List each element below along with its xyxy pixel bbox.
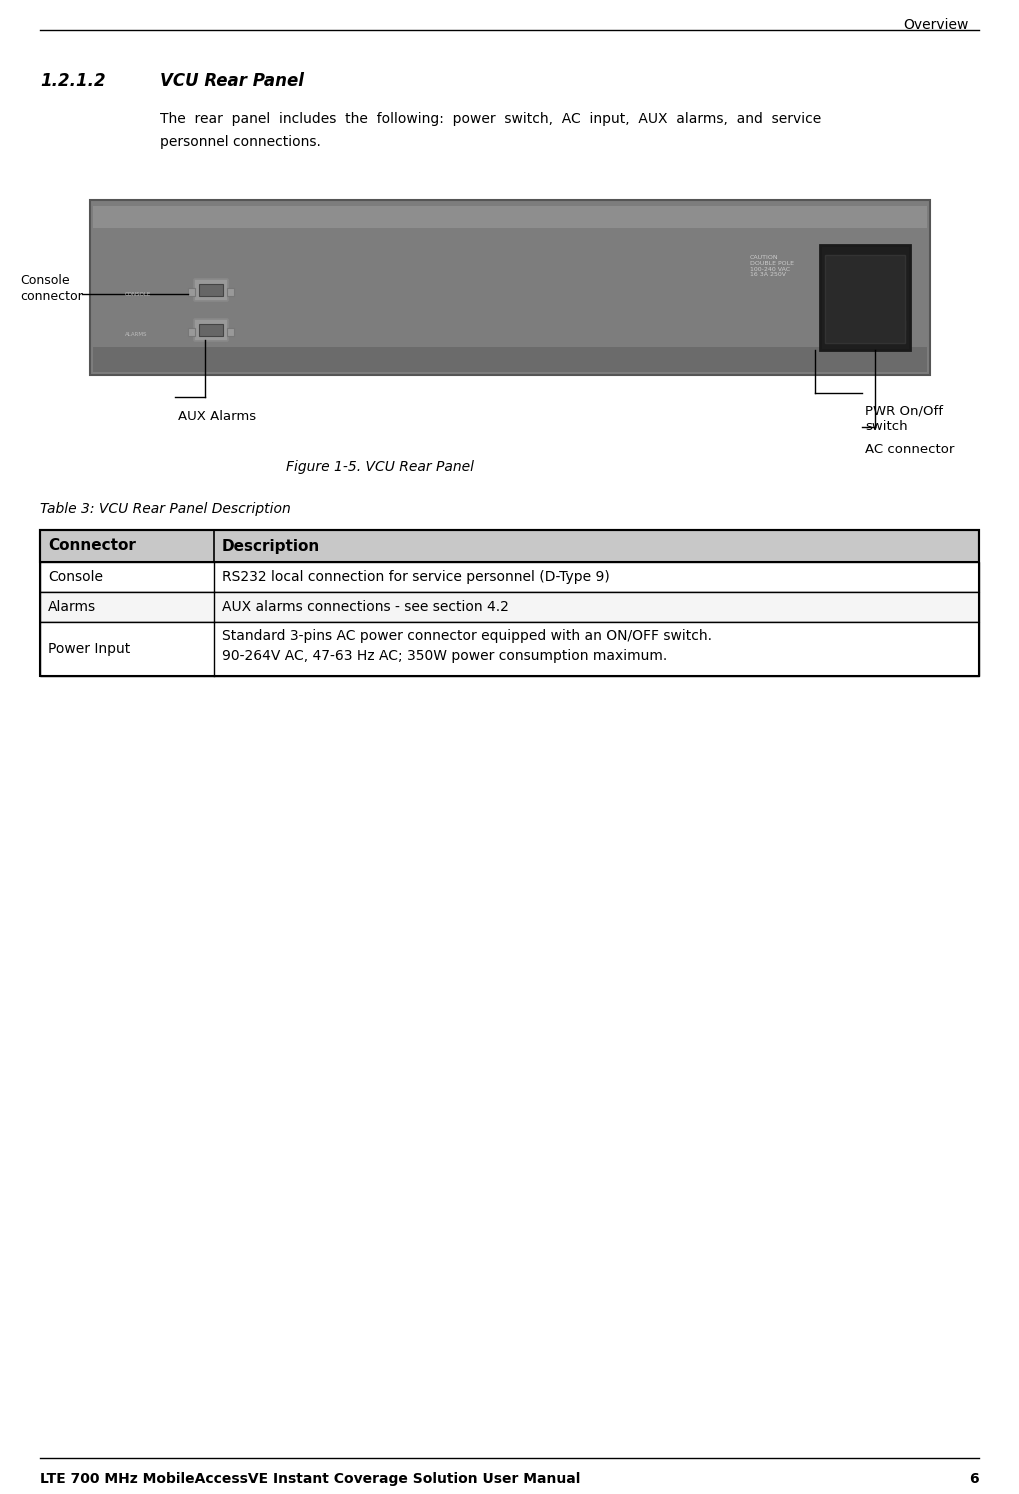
Bar	[835, 320, 847, 330]
Bar	[199, 284, 223, 296]
Text: RS232 local connection for service personnel (D-Type 9): RS232 local connection for service perso…	[222, 571, 609, 584]
Text: ALARMS: ALARMS	[125, 333, 148, 338]
Text: Console: Console	[48, 571, 103, 584]
Text: 1.2.1.2: 1.2.1.2	[40, 72, 106, 90]
Text: Power Input: Power Input	[48, 642, 130, 656]
Text: CONSOLE: CONSOLE	[125, 293, 151, 297]
Bar	[40, 562, 979, 592]
Text: Figure 1-5. VCU Rear Panel: Figure 1-5. VCU Rear Panel	[286, 460, 474, 474]
Text: Connector: Connector	[48, 538, 136, 553]
Text: Overview: Overview	[904, 18, 969, 31]
Bar	[825, 255, 905, 344]
Text: Console
connector: Console connector	[20, 273, 83, 302]
Bar	[90, 200, 930, 375]
Bar	[187, 329, 195, 336]
Bar	[187, 288, 195, 296]
Text: PWR On/Off
switch: PWR On/Off switch	[865, 405, 943, 433]
Text: Table 3: VCU Rear Panel Description: Table 3: VCU Rear Panel Description	[40, 502, 290, 515]
Text: 90-264V AC, 47-63 Hz AC; 350W power consumption maximum.: 90-264V AC, 47-63 Hz AC; 350W power cons…	[222, 648, 667, 663]
Bar	[820, 245, 910, 350]
Text: AUX alarms connections - see section 4.2: AUX alarms connections - see section 4.2	[222, 601, 508, 614]
Text: 6: 6	[969, 1472, 979, 1487]
Text: Standard 3-pins AC power connector equipped with an ON/OFF switch.: Standard 3-pins AC power connector equip…	[222, 629, 711, 642]
Text: personnel connections.: personnel connections.	[160, 134, 321, 149]
Bar	[199, 324, 223, 336]
Text: Alarms: Alarms	[48, 601, 96, 614]
Text: AUX Alarms: AUX Alarms	[178, 409, 256, 423]
Text: The  rear  panel  includes  the  following:  power  switch,  AC  input,  AUX  al: The rear panel includes the following: p…	[160, 112, 821, 125]
FancyBboxPatch shape	[194, 279, 228, 300]
Bar	[40, 530, 979, 675]
Text: VCU Rear Panel: VCU Rear Panel	[160, 72, 304, 90]
Bar	[40, 622, 979, 675]
Bar	[40, 592, 979, 622]
Bar	[93, 347, 927, 372]
FancyBboxPatch shape	[194, 320, 228, 341]
Text: CAUTION
DOUBLE POLE
100-240 VAC
16 3A 250V: CAUTION DOUBLE POLE 100-240 VAC 16 3A 25…	[750, 255, 794, 278]
Text: AC connector: AC connector	[865, 444, 955, 456]
Bar	[227, 329, 234, 336]
Bar	[93, 206, 927, 229]
Text: LTE 700 MHz MobileAccessVE Instant Coverage Solution User Manual: LTE 700 MHz MobileAccessVE Instant Cover…	[40, 1472, 581, 1487]
Bar	[227, 288, 234, 296]
Bar	[40, 530, 979, 562]
Bar	[893, 320, 905, 330]
Bar	[865, 300, 877, 309]
Text: Description: Description	[222, 538, 320, 553]
